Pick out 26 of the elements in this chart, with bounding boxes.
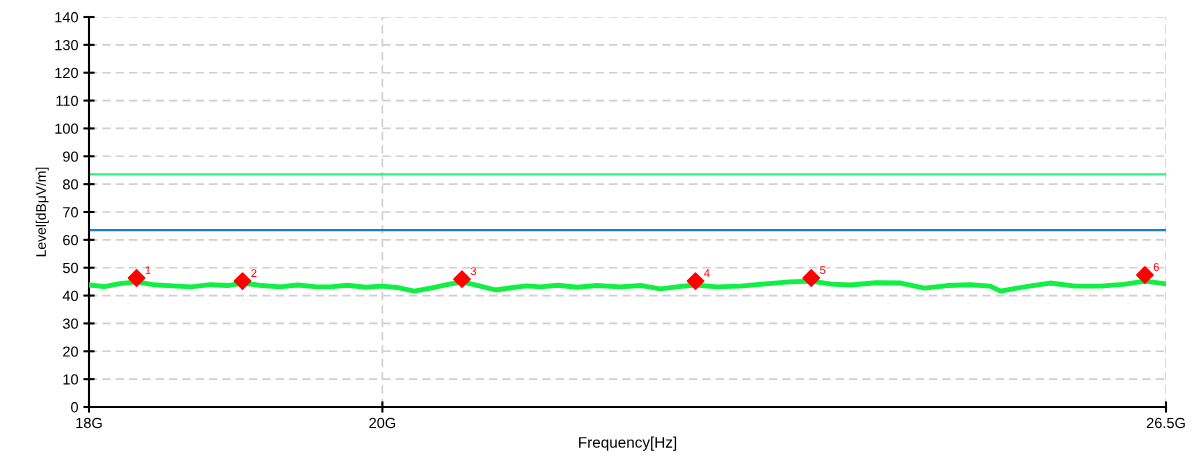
y-tick-label: 40 [62,290,79,301]
y-tick-label: 130 [55,39,79,51]
y-tick-label: 70 [63,207,79,218]
y-tick-label: 90 [63,151,79,162]
y-tick-label: 0 [71,402,79,413]
annotation: 6 [1153,263,1159,271]
y-axis-title: Level[dBμV/m] [35,167,49,257]
x-axis-title: Frequency[Hz] [579,436,677,451]
y-tick-label: 50 [62,262,79,274]
y-tick-label: 20 [63,346,79,357]
x-tick-label: 26.5G [1146,417,1185,429]
y-tick-label: 140 [55,12,79,23]
y-tick-label: 10 [63,374,79,385]
y-tick-label: 100 [55,123,79,134]
annotation: 2 [251,269,257,277]
y-tick-label: 60 [63,234,79,246]
x-tick-label: 18G [76,417,102,429]
annotation: 1 [145,266,151,274]
annotation: 3 [470,267,477,276]
y-tick-label: 120 [55,67,79,79]
annotation: 4 [704,269,710,277]
annotation: 5 [820,266,826,274]
x-tick-label: 20G [369,417,396,429]
y-tick-label: 30 [62,318,79,329]
y-tick-label: 110 [56,95,79,106]
y-tick-label: 80 [63,179,79,190]
